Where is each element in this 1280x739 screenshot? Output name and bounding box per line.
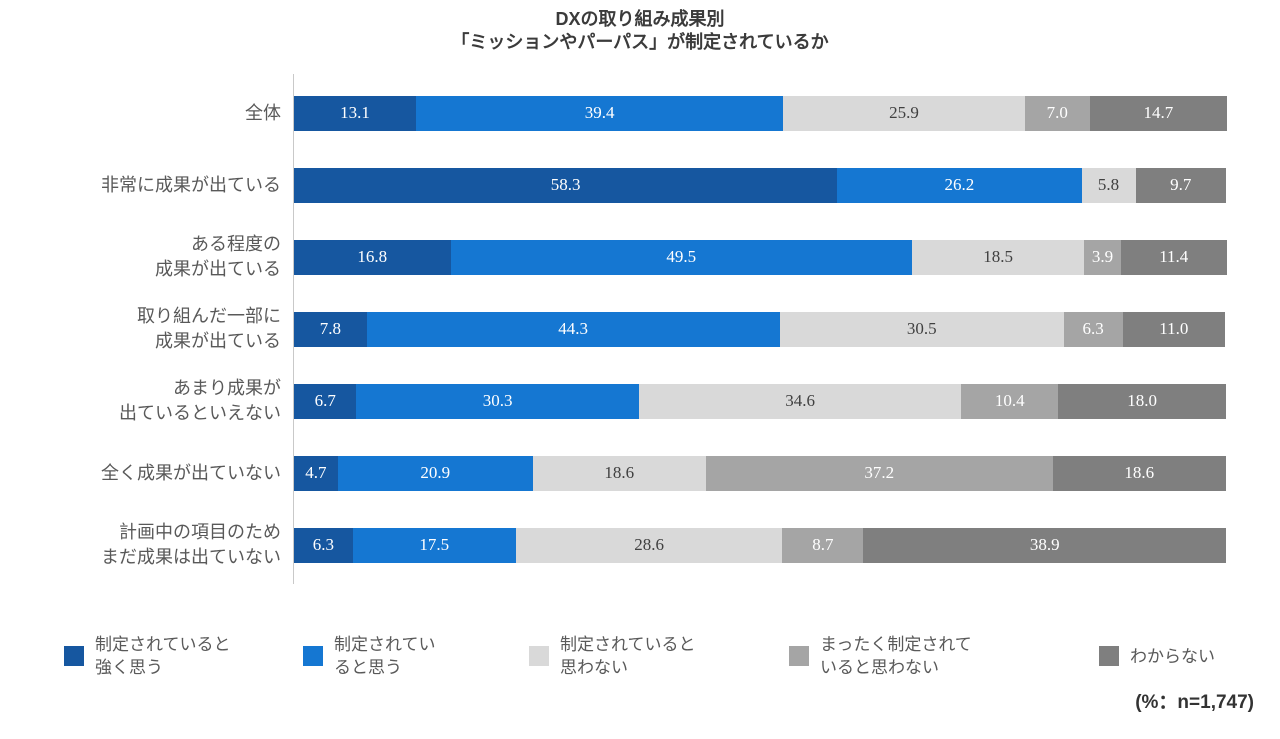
category-label: ある程度の 成果が出ている [155, 234, 281, 279]
stacked-bar: 58.3 26.2 5.8 9.7 [294, 167, 1226, 203]
bar-segment: 34.6 [638, 383, 962, 419]
chart-title-line-2: 「ミッションやパーパス」が制定されているか [451, 32, 829, 52]
legend-swatch [789, 646, 809, 666]
category-label: 非常に成果が出ている [101, 174, 281, 195]
bar-segment: 7.8 [294, 311, 367, 347]
chart-row: 全体 13.1 39.4 25.9 7.0 14.7 [0, 77, 1227, 149]
bar-segment: 6.3 [294, 527, 353, 563]
bar-segment: 14.7 [1089, 95, 1227, 131]
bar-segment: 13.1 [294, 95, 417, 131]
stacked-bar: 6.7 30.3 34.6 10.4 18.0 [294, 383, 1226, 419]
category-label: 取り組んだ一部に 成果が出ている [137, 306, 281, 351]
legend-item: 制定されていると 思わない [529, 620, 696, 692]
bar-segment: 18.0 [1058, 383, 1226, 419]
stacked-bar: 7.8 44.3 30.5 6.3 11.0 [294, 311, 1226, 347]
bar-segment: 3.9 [1084, 239, 1121, 275]
bar-segment: 39.4 [416, 95, 784, 131]
bar-segment: 10.4 [961, 383, 1059, 419]
legend-item: 制定されていると 強く思う [64, 620, 231, 692]
legend: 制定されていると 強く思う 制定されてい ると思う 制定されていると 思わない まった… [0, 620, 1280, 692]
bar-segment: 30.3 [356, 383, 639, 419]
category-label: 全く成果が出ていない [101, 462, 281, 483]
bar-segment: 49.5 [450, 239, 912, 275]
bar-segment: 7.0 [1024, 95, 1090, 131]
category-label: あまり成果が 出ているといえない [119, 378, 281, 423]
bar-segment: 20.9 [337, 455, 533, 491]
chart-title-line-1: DXの取り組み成果別 [555, 9, 725, 29]
bar-segment: 58.3 [294, 167, 838, 203]
chart-row: 全く成果が出ていない 4.7 20.9 18.6 37.2 18.6 [0, 437, 1226, 509]
bar-segment: 18.5 [911, 239, 1085, 275]
legend-label: わからない [1130, 646, 1215, 666]
legend-item: わからない [1099, 620, 1215, 692]
chart-row: 非常に成果が出ている 58.3 26.2 5.8 9.7 [0, 149, 1226, 221]
chart: 全体 13.1 39.4 25.9 7.0 14.7 非常に成果が出ている 58.3 26.2 5… [0, 74, 1227, 584]
bar-segment: 11.4 [1120, 239, 1227, 275]
category-label: 計画中の項目のため まだ成果は出ていない [101, 522, 281, 567]
stacked-bar: 16.8 49.5 18.5 3.9 11.4 [294, 239, 1227, 275]
bar-segment: 6.7 [294, 383, 357, 419]
stacked-bar: 4.7 20.9 18.6 37.2 18.6 [294, 455, 1226, 491]
bar-segment: 18.6 [532, 455, 706, 491]
bar-segment: 37.2 [705, 455, 1053, 491]
category-label: 全体 [245, 102, 281, 123]
y-axis-line [293, 74, 294, 584]
bar-segment: 16.8 [294, 239, 451, 275]
bar-segment: 44.3 [366, 311, 780, 347]
bar-segment: 17.5 [352, 527, 516, 563]
bar-segment: 6.3 [1063, 311, 1123, 347]
bar-segment: 9.7 [1135, 167, 1226, 203]
legend-swatch [1099, 646, 1119, 666]
chart-row: 計画中の項目のため まだ成果は出ていない 6.3 17.5 28.6 8.7 38.9 [0, 509, 1226, 581]
legend-label: 制定されていると 強く思う [95, 635, 231, 677]
bar-segment: 28.6 [515, 527, 783, 563]
chart-row: 取り組んだ一部に 成果が出ている 7.8 44.3 30.5 6.3 11.0 [0, 293, 1226, 365]
bar-segment: 25.9 [783, 95, 1025, 131]
chart-row: ある程度の 成果が出ている 16.8 49.5 18.5 3.9 11.4 [0, 221, 1227, 293]
bar-segment: 11.0 [1122, 311, 1226, 347]
bar-segment: 38.9 [863, 527, 1226, 563]
legend-label: 制定されてい ると思う [334, 635, 436, 677]
legend-swatch [303, 646, 323, 666]
sample-size-note: (%：n=1,747) [1135, 692, 1254, 713]
legend-swatch [64, 646, 84, 666]
legend-item: まったく制定されて いると思わない [789, 620, 972, 692]
chart-row: あまり成果が 出ているといえない 6.7 30.3 34.6 10.4 18.0 [0, 365, 1226, 437]
bar-segment: 18.6 [1052, 455, 1226, 491]
legend-label: 制定されていると 思わない [560, 635, 696, 677]
legend-swatch [529, 646, 549, 666]
stacked-bar: 13.1 39.4 25.9 7.0 14.7 [294, 95, 1227, 131]
chart-title: DXの取り組み成果別 「ミッションやパーパス」が制定されているか [0, 8, 1280, 54]
bar-segment: 30.5 [779, 311, 1064, 347]
bar-segment: 26.2 [837, 167, 1082, 203]
legend-item: 制定されてい ると思う [303, 620, 436, 692]
bar-segment: 4.7 [294, 455, 338, 491]
legend-label: まったく制定されて いると思わない [820, 635, 972, 677]
bar-segment: 5.8 [1081, 167, 1136, 203]
bar-segment: 8.7 [782, 527, 864, 563]
stacked-bar: 6.3 17.5 28.6 8.7 38.9 [294, 527, 1226, 563]
